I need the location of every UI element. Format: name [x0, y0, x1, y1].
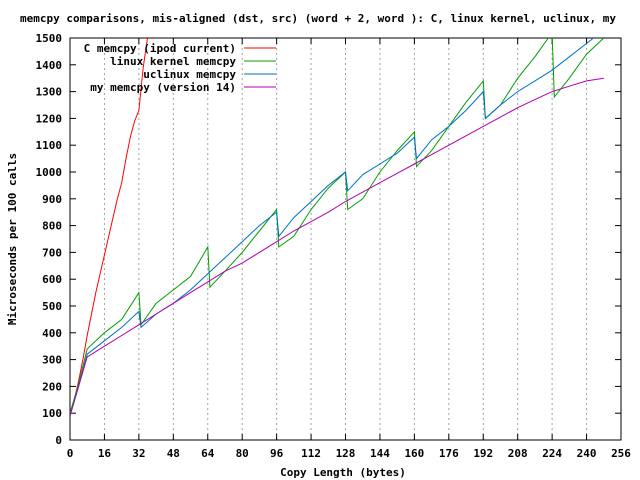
y-tick-label: 1400	[36, 59, 63, 72]
series-line-3	[70, 38, 595, 417]
x-tick-labels: 0 16 32 48 64 80 96 112 128 144 160 176 192 208 224 240…	[67, 447, 632, 460]
y-tick-label: 1000	[36, 166, 63, 179]
x-tick-label: 48	[167, 447, 180, 460]
y-tick-label: 700	[42, 246, 62, 259]
x-tick-label: 240	[577, 447, 597, 460]
y-tick-label: 200	[42, 380, 62, 393]
grid	[103, 38, 588, 440]
y-tick-label: 300	[42, 354, 62, 367]
series-lines	[70, 38, 605, 417]
y-tick-label: 100	[42, 407, 62, 420]
y-tick-label: 900	[42, 193, 62, 206]
series-line-2	[70, 38, 605, 414]
x-tick-label: 96	[270, 447, 284, 460]
axis-ticks	[69, 37, 622, 441]
series-line-1	[70, 38, 148, 417]
y-axis-label: Microseconds per 100 calls	[6, 153, 19, 325]
x-tick-label: 112	[301, 447, 321, 460]
legend-label: uclinux memcpy	[143, 68, 236, 81]
x-tick-label: 224	[542, 447, 562, 460]
x-tick-label: 176	[439, 447, 459, 460]
legend-label: linux kernel memcpy	[110, 55, 236, 68]
y-tick-label: 500	[42, 300, 62, 313]
x-tick-label: 256	[611, 447, 631, 460]
y-tick-label: 1100	[36, 139, 63, 152]
y-tick-label: 0	[55, 434, 62, 447]
y-tick-label: 1200	[36, 112, 63, 125]
y-tick-label: 1500	[36, 32, 63, 45]
legend-label: my memcpy (version 14)	[90, 81, 236, 94]
x-tick-label: 32	[132, 447, 145, 460]
x-axis-label: Copy Length (bytes)	[280, 466, 406, 479]
x-tick-label: 144	[370, 447, 390, 460]
x-tick-label: 64	[201, 447, 215, 460]
y-tick-label: 600	[42, 273, 62, 286]
x-tick-label: 16	[98, 447, 112, 460]
y-tick-label: 400	[42, 327, 62, 340]
chart-title: memcpy comparisons, mis-aligned (dst, sr…	[20, 12, 616, 25]
y-tick-label: 800	[42, 220, 62, 233]
legend: C memcpy (ipod current)linux kernel memc…	[84, 42, 276, 94]
x-tick-label: 128	[336, 447, 356, 460]
x-tick-label: 160	[404, 447, 424, 460]
series-line-4	[70, 77, 604, 417]
legend-label: C memcpy (ipod current)	[84, 42, 236, 55]
y-tick-labels: 0 100 200 300 400 500 600 700 800 900 1000 1100 1200…	[36, 32, 63, 447]
y-tick-label: 1300	[36, 86, 63, 99]
x-tick-label: 80	[236, 447, 249, 460]
x-tick-label: 208	[508, 447, 528, 460]
x-tick-label: 0	[67, 447, 74, 460]
x-tick-label: 192	[473, 447, 493, 460]
